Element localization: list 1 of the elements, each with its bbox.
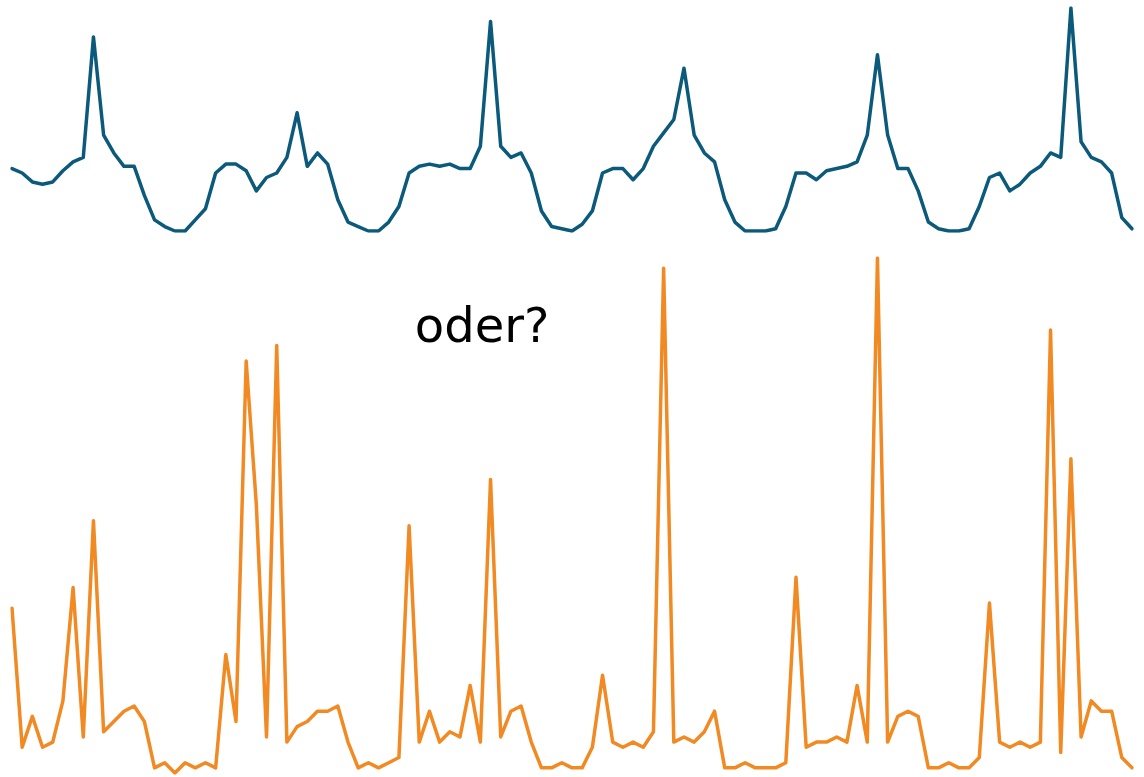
annotation: oder? (414, 297, 550, 354)
